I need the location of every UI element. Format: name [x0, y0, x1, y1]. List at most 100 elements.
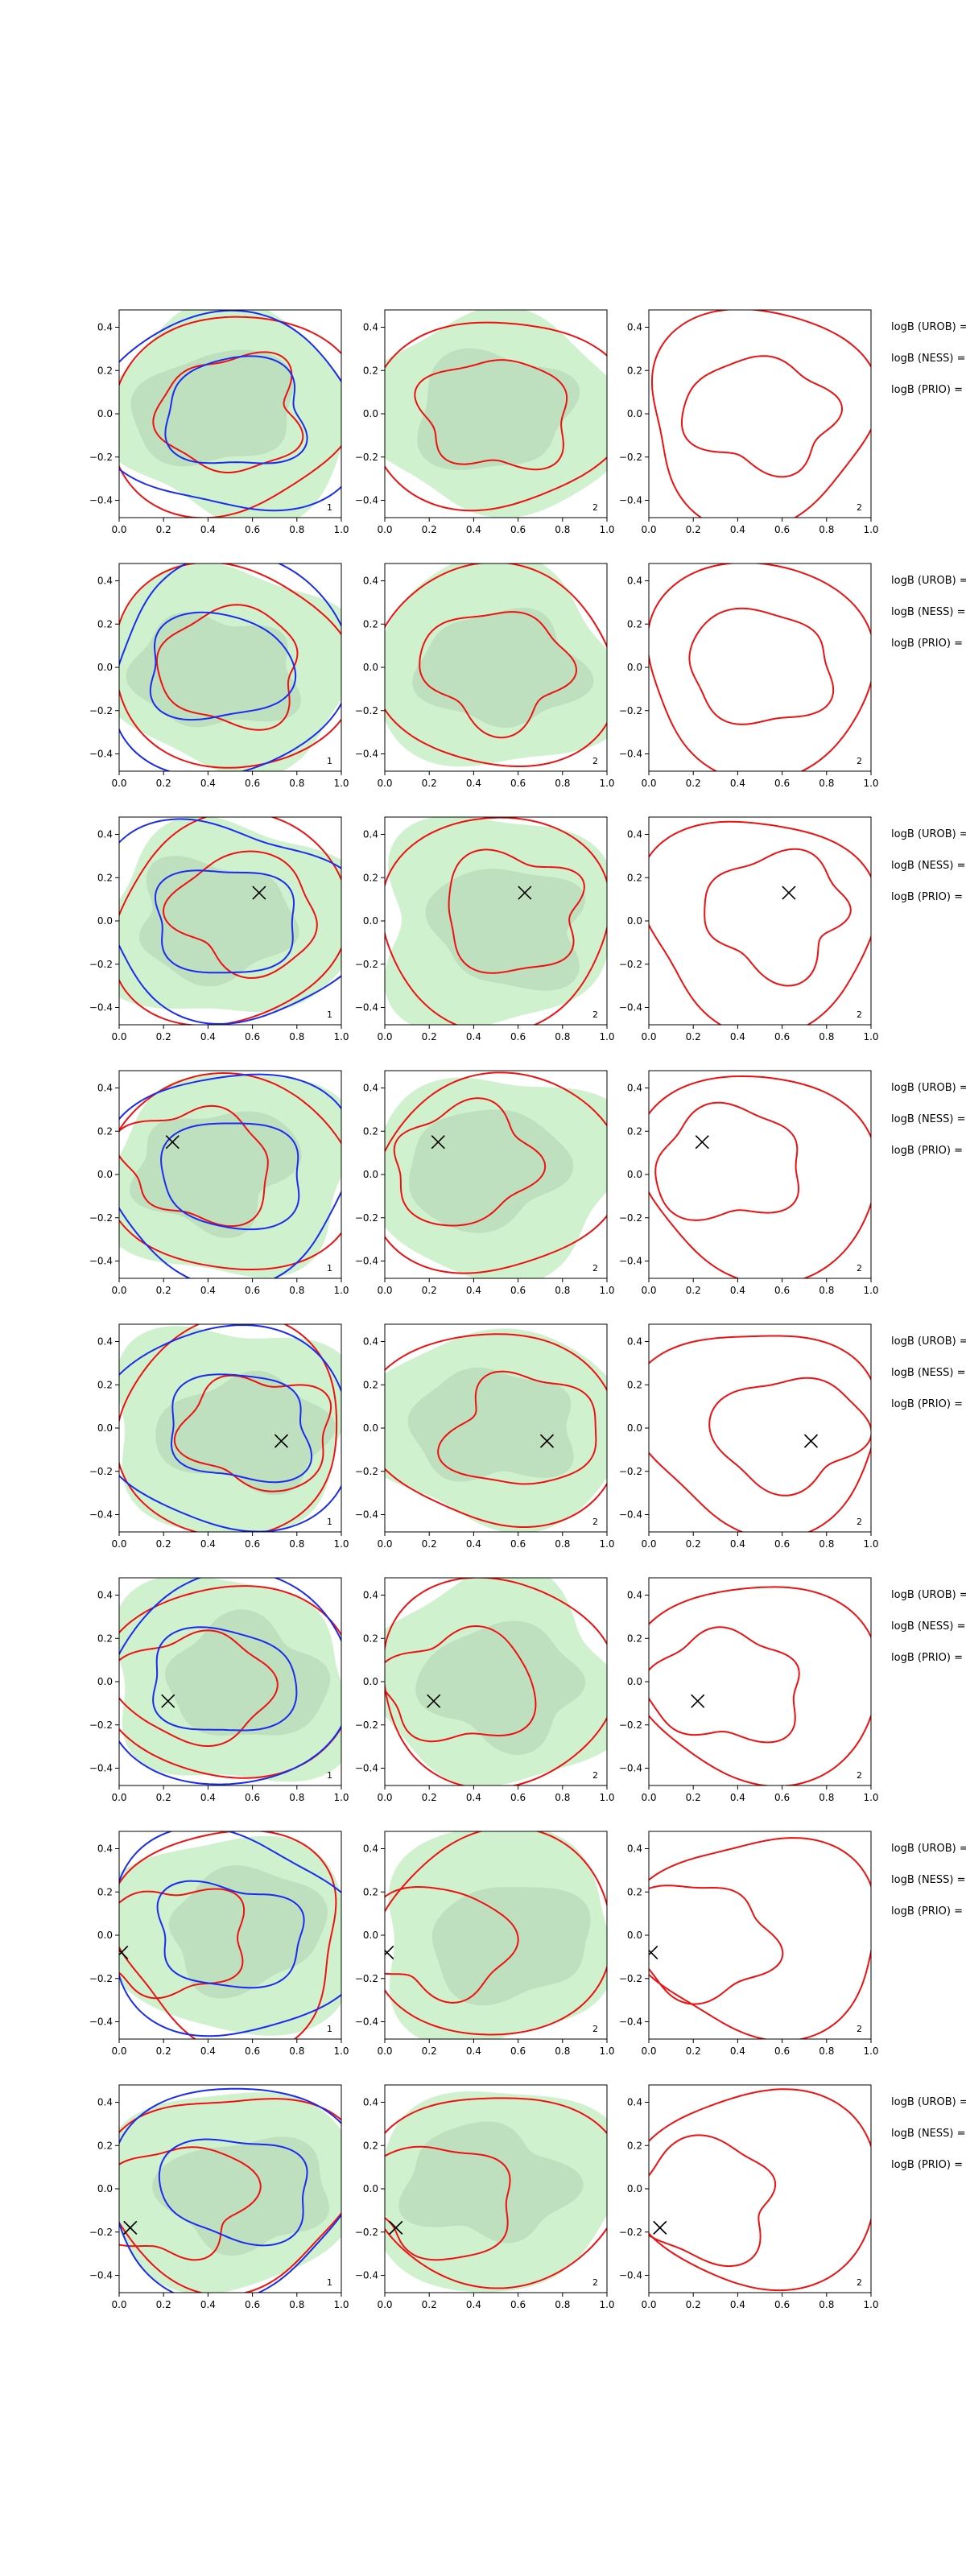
- y-tick-label: −0.2: [619, 959, 642, 970]
- x-tick-label: 1.0: [599, 2046, 614, 2057]
- y-tick-label: −0.4: [355, 1509, 378, 1521]
- contour-outer-red: [649, 1075, 871, 1278]
- plot-area: [119, 817, 341, 1025]
- y-tick-label: 0.2: [97, 1633, 113, 1644]
- contour-outer-blue: [119, 1831, 341, 2037]
- panel-number: 2: [592, 2277, 598, 2288]
- contour-outer-red: [649, 1837, 871, 2039]
- true-parameter-marker: [123, 2220, 138, 2235]
- panel-r1-c3: 0.0 0.2 0.4 0.6 0.8 1.0 0.4 0.2 0.0 −0.2 −0.4 2: [619, 309, 879, 535]
- contour-outer-blue: [119, 1578, 341, 1785]
- x-tick-label: 0.6: [510, 1792, 526, 1803]
- contour-outer-blue: [119, 2087, 341, 2293]
- density-fill-inner: [130, 349, 294, 467]
- x-tick-label: 0.4: [200, 1792, 216, 1803]
- contour-inner-red: [649, 1626, 800, 1744]
- panel-r8-c2: 0.0 0.2 0.4 0.6 0.8 1.0 0.4 0.2 0.0 −0.2 −0.4 2: [355, 2084, 615, 2310]
- contour-outer-red: [649, 1586, 871, 1785]
- x-tick-label: 0.6: [245, 1285, 260, 1296]
- x-tick-label: 0.6: [510, 524, 526, 535]
- contour-outer-red: [649, 2088, 871, 2292]
- x-tick-label: 0.4: [200, 1285, 216, 1296]
- y-tick-label: −0.2: [89, 1466, 113, 1477]
- true-parameter-marker: [691, 1694, 705, 1708]
- density-fill-inner: [412, 608, 594, 729]
- x-tick-label: 0.4: [466, 1285, 481, 1296]
- y-tick-label: −0.4: [89, 495, 113, 506]
- y-tick-label: 0.4: [363, 1083, 378, 1094]
- contour-inner-red: [448, 848, 585, 974]
- x-tick-label: 0.6: [774, 778, 790, 789]
- axes-frame: [648, 1577, 872, 1786]
- panel-number: 2: [592, 1770, 598, 1781]
- y-tick-label: 0.0: [363, 408, 378, 419]
- y-tick-label: −0.4: [355, 749, 378, 760]
- y-tick-label: 0.0: [97, 2183, 113, 2194]
- y-tick-label: 0.2: [627, 2140, 642, 2151]
- contour-inner-red: [704, 848, 852, 987]
- contour-inner-red: [385, 1624, 537, 1743]
- x-tick-label: 0.8: [555, 1538, 570, 1550]
- panel-r3-c2: 0.0 0.2 0.4 0.6 0.8 1.0 0.4 0.2 0.0 −0.2 −0.4 2: [355, 816, 615, 1042]
- plot-area: [119, 1578, 341, 1785]
- plot-area: [385, 1831, 607, 2039]
- x-tick-label: 0.4: [466, 1792, 481, 1803]
- contour-outer-red: [119, 2098, 341, 2293]
- x-tick-label: 0.2: [686, 524, 701, 535]
- x-tick-label: 0.2: [422, 1792, 437, 1803]
- logb-label: logB (PRIO) =: [891, 638, 963, 650]
- plot-area: [119, 1071, 341, 1278]
- contour-inner-red: [654, 1101, 800, 1221]
- plot-area: [649, 1075, 871, 1278]
- x-tick-label: 1.0: [333, 524, 349, 535]
- contour-outer-red: [385, 1333, 607, 1529]
- contour-inner-red: [437, 1370, 597, 1485]
- y-tick-label: 0.4: [363, 576, 378, 587]
- y-tick-label: −0.2: [619, 705, 642, 716]
- logb-label: logB (PRIO) =: [891, 2159, 963, 2171]
- y-tick-label: −0.2: [619, 2227, 642, 2238]
- y-tick-label: 0.2: [97, 2140, 113, 2151]
- panel-number: 2: [857, 2277, 862, 2288]
- contour-outer-red: [649, 1335, 871, 1532]
- x-tick-label: 1.0: [333, 1538, 349, 1550]
- panel-number: 2: [592, 502, 598, 513]
- y-tick-label: −0.2: [89, 452, 113, 463]
- contour-inner-red: [152, 351, 304, 474]
- contour-inner-red: [173, 1374, 332, 1492]
- contour-inner-red: [708, 1377, 871, 1496]
- density-fill-inner: [415, 1620, 586, 1756]
- panel-r2-c2: 0.0 0.2 0.4 0.6 0.8 1.0 0.4 0.2 0.0 −0.2 −0.4 2: [355, 563, 615, 789]
- logb-label: logB (UROB) =: [891, 828, 966, 840]
- contour-inner-red: [119, 1888, 246, 2000]
- y-tick-label: 0.2: [627, 872, 642, 883]
- contour-inner-red: [119, 1104, 269, 1228]
- x-tick-label: 0.2: [686, 2299, 701, 2310]
- y-tick-label: 0.0: [627, 1169, 642, 1180]
- y-tick-label: −0.4: [619, 1763, 642, 1774]
- panel-number: 2: [592, 1263, 598, 1274]
- axes-frame: [648, 1070, 872, 1279]
- x-tick-label: 0.2: [156, 1031, 171, 1042]
- x-tick-label: 0.8: [819, 2046, 834, 2057]
- plot-area: [649, 2088, 871, 2292]
- x-tick-label: 0.4: [200, 524, 216, 535]
- y-tick-label: 0.0: [627, 915, 642, 927]
- contour-outer-red: [385, 321, 607, 512]
- x-tick-label: 0.6: [774, 1792, 790, 1803]
- panel-r5-c3: 0.0 0.2 0.4 0.6 0.8 1.0 0.4 0.2 0.0 −0.2 −0.4 2: [619, 1323, 879, 1550]
- panel-r1-c1: 0.0 0.2 0.4 0.6 0.8 1.0 0.4 0.2 0.0 −0.2 −0.4 1: [89, 309, 349, 535]
- x-tick-label: 0.6: [774, 1031, 790, 1042]
- x-tick-label: 0.2: [686, 778, 701, 789]
- x-tick-label: 0.8: [289, 778, 304, 789]
- y-tick-label: −0.4: [619, 2270, 642, 2281]
- x-tick-label: 0.8: [289, 2046, 304, 2057]
- x-tick-label: 0.4: [466, 524, 481, 535]
- x-tick-label: 1.0: [863, 2299, 878, 2310]
- y-tick-label: −0.2: [619, 1212, 642, 1224]
- logb-label: logB (PRIO) =: [891, 1145, 963, 1157]
- x-tick-label: 0.4: [200, 1538, 216, 1550]
- x-tick-label: 1.0: [333, 1792, 349, 1803]
- x-tick-label: 0.6: [510, 1538, 526, 1550]
